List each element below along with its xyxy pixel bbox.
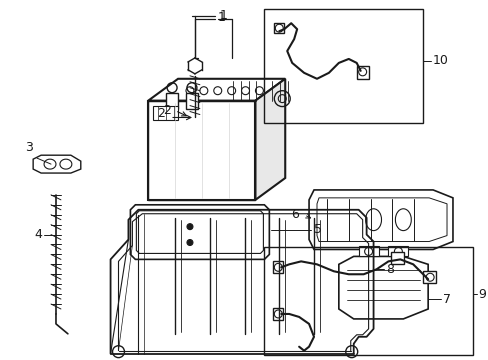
Text: 6: 6 (291, 208, 299, 221)
Text: 7: 7 (442, 293, 450, 306)
Circle shape (186, 224, 193, 230)
Bar (148, 100, 255, 200)
Polygon shape (356, 66, 368, 79)
Bar (264, 9, 422, 123)
Polygon shape (273, 261, 283, 273)
Polygon shape (185, 93, 198, 109)
Text: 2: 2 (157, 107, 165, 120)
Polygon shape (387, 247, 407, 256)
Polygon shape (338, 256, 427, 319)
Polygon shape (255, 79, 285, 200)
Bar (264, 247, 472, 355)
Polygon shape (33, 155, 81, 173)
Text: 3: 3 (25, 141, 33, 154)
Text: 1: 1 (217, 11, 225, 24)
Text: 2: 2 (163, 104, 171, 117)
Polygon shape (130, 205, 269, 260)
Polygon shape (273, 308, 283, 320)
Text: 8: 8 (386, 263, 394, 276)
Text: 10: 10 (432, 54, 448, 67)
Text: 5: 5 (313, 223, 322, 236)
Polygon shape (316, 198, 446, 242)
Polygon shape (148, 100, 255, 200)
Polygon shape (422, 271, 435, 283)
Circle shape (186, 239, 193, 246)
Polygon shape (153, 105, 178, 121)
Polygon shape (136, 211, 263, 253)
Text: 1: 1 (219, 9, 227, 22)
Polygon shape (308, 190, 452, 249)
Polygon shape (274, 23, 284, 33)
Polygon shape (166, 93, 178, 109)
Polygon shape (358, 247, 378, 256)
Polygon shape (148, 79, 285, 100)
Text: 9: 9 (477, 288, 485, 301)
Text: 4: 4 (34, 228, 42, 241)
Polygon shape (390, 252, 404, 264)
